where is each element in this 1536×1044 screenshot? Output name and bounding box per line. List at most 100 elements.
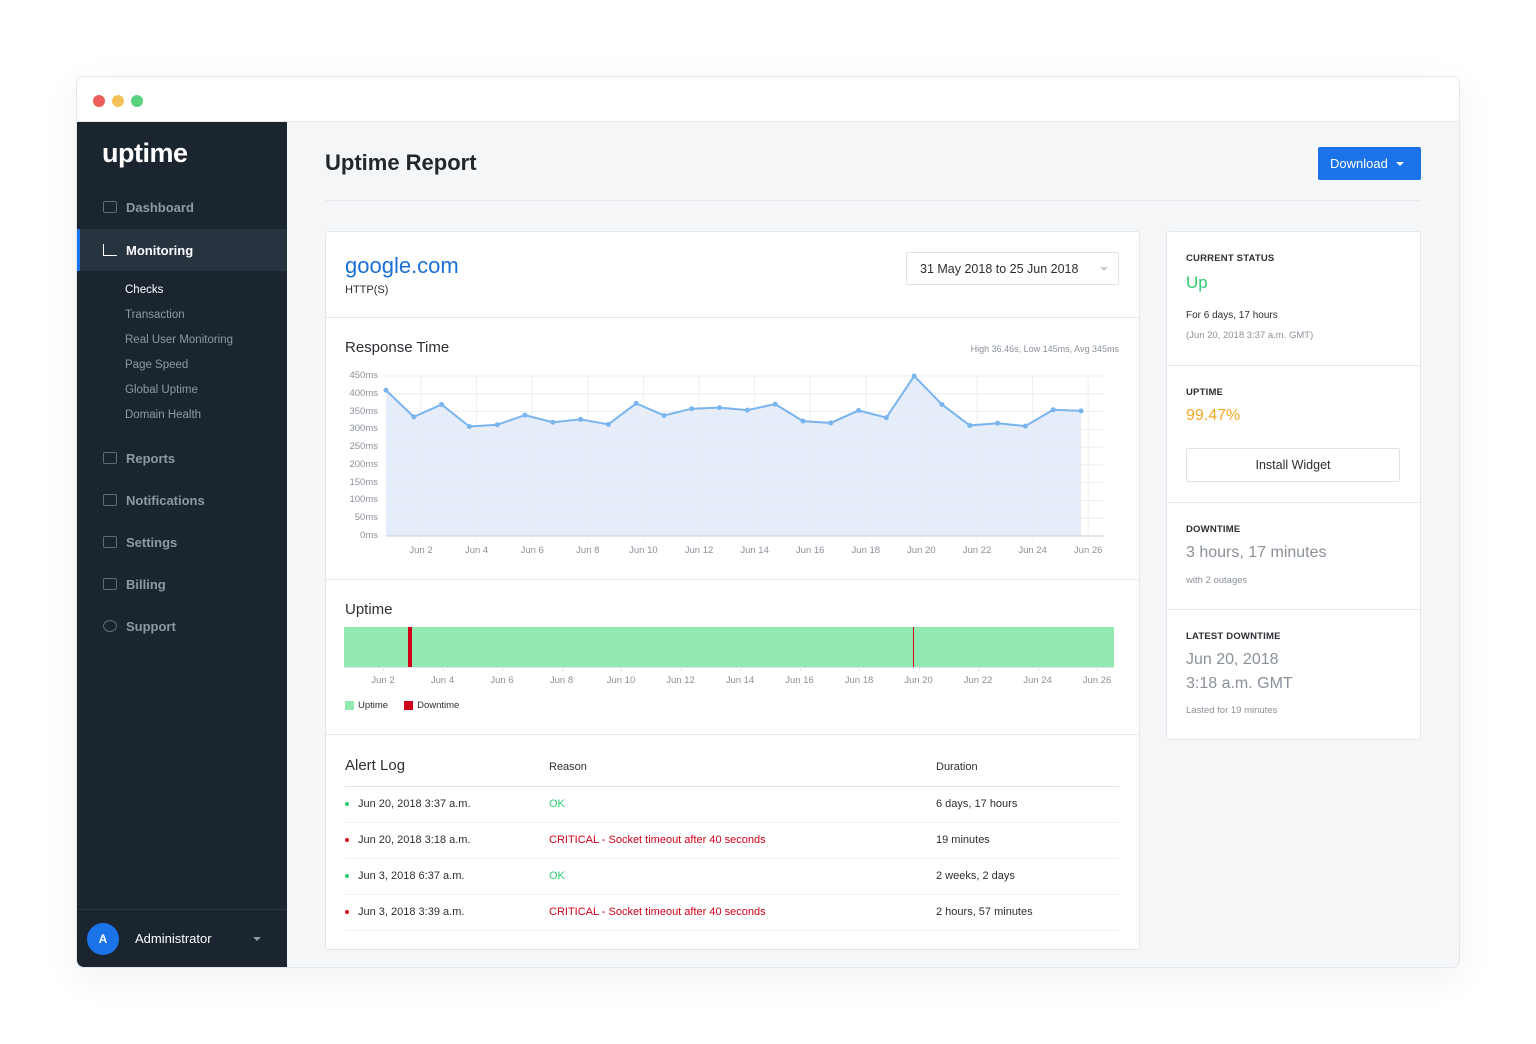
data-point[interactable] bbox=[661, 412, 667, 418]
current-status-label: CURRENT STATUS bbox=[1186, 253, 1275, 264]
table-row[interactable]: Jun 3, 2018 3:39 a.m. CRITICAL - Socket … bbox=[345, 895, 1119, 931]
data-point[interactable] bbox=[605, 421, 611, 427]
y-tick-label: 0ms bbox=[360, 530, 378, 541]
data-point[interactable] bbox=[1078, 408, 1084, 414]
data-point[interactable] bbox=[717, 405, 723, 411]
x-tick-label: Jun 8 bbox=[576, 545, 600, 556]
close-window-button[interactable] bbox=[93, 95, 105, 107]
data-point[interactable] bbox=[744, 407, 750, 413]
data-point[interactable] bbox=[967, 422, 973, 428]
subnav-page-speed[interactable]: Page Speed bbox=[125, 359, 189, 371]
sidebar-item-label: Billing bbox=[126, 576, 166, 592]
monitor-name[interactable]: google.com bbox=[345, 253, 459, 278]
x-tick-label: Jun 20 bbox=[904, 675, 933, 686]
data-point[interactable] bbox=[689, 406, 695, 412]
chevron-down-icon bbox=[1100, 267, 1108, 275]
data-point[interactable] bbox=[911, 373, 917, 379]
x-tick-label: Jun 6 bbox=[490, 675, 514, 686]
alert-date: Jun 3, 2018 3:39 a.m. bbox=[358, 906, 465, 918]
tick-mark bbox=[859, 667, 860, 671]
table-row[interactable]: Jun 3, 2018 6:37 a.m. OK 2 weeks, 2 days bbox=[345, 859, 1119, 895]
x-tick-label: Jun 18 bbox=[851, 545, 881, 556]
minimize-window-button[interactable] bbox=[112, 95, 124, 107]
data-point[interactable] bbox=[466, 423, 472, 429]
user-menu[interactable]: A Administrator bbox=[77, 909, 287, 967]
data-point[interactable] bbox=[633, 400, 639, 406]
tick-mark bbox=[978, 667, 979, 671]
title-bar bbox=[77, 77, 1459, 122]
latest-downtime-label: LATEST DOWNTIME bbox=[1186, 631, 1281, 642]
y-tick-label: 100ms bbox=[349, 494, 378, 506]
status-card bbox=[1166, 231, 1421, 740]
downtime-segment bbox=[408, 627, 412, 667]
table-row[interactable]: Jun 20, 2018 3:37 a.m. OK 6 days, 17 hou… bbox=[345, 787, 1119, 823]
uptime-bar bbox=[344, 627, 1114, 667]
sidebar-item-billing[interactable]: Billing bbox=[77, 563, 287, 605]
data-point[interactable] bbox=[1050, 407, 1056, 413]
caret-down-icon bbox=[1395, 161, 1404, 170]
axis-line bbox=[344, 667, 1114, 668]
sidebar-item-monitoring[interactable]: Monitoring bbox=[77, 229, 287, 271]
x-tick-label: Jun 16 bbox=[785, 675, 814, 686]
tick-mark bbox=[799, 667, 801, 671]
sidebar-item-dashboard[interactable]: Dashboard bbox=[77, 186, 287, 228]
sidebar-item-reports[interactable]: Reports bbox=[77, 437, 287, 479]
sidebar-item-label: Monitoring bbox=[126, 242, 194, 258]
data-point[interactable] bbox=[383, 387, 389, 393]
tick-mark bbox=[561, 667, 563, 671]
date-range-select[interactable]: 31 May 2018 to 25 Jun 2018 bbox=[906, 252, 1119, 285]
data-point[interactable] bbox=[522, 412, 528, 418]
sidebar-item-notifications[interactable]: Notifications bbox=[77, 479, 287, 521]
x-tick-label: Jun 20 bbox=[907, 545, 936, 556]
x-tick-label: Jun 24 bbox=[1018, 545, 1047, 556]
data-point[interactable] bbox=[578, 416, 584, 422]
x-tick-label: Jun 8 bbox=[549, 675, 574, 686]
download-button[interactable]: Download bbox=[1318, 147, 1421, 180]
alert-duration: 2 weeks, 2 days bbox=[936, 870, 1015, 882]
status-since: (Jun 20, 2018 3:37 a.m. GMT) bbox=[1186, 330, 1314, 341]
divider bbox=[326, 734, 1139, 735]
x-tick-label: Jun 14 bbox=[740, 545, 769, 556]
bar-chart-icon bbox=[103, 244, 117, 256]
response-line bbox=[385, 374, 1082, 428]
subnav-real-user-monitoring[interactable]: Real User Monitoring bbox=[125, 334, 234, 346]
tick-mark bbox=[680, 667, 682, 671]
data-point[interactable] bbox=[494, 422, 500, 428]
dashboard-icon bbox=[103, 201, 117, 213]
subnav-transaction[interactable]: Transaction bbox=[125, 309, 185, 321]
data-point[interactable] bbox=[995, 420, 1001, 426]
tick-mark bbox=[383, 667, 384, 671]
subnav-checks[interactable]: Checks bbox=[125, 284, 164, 296]
table-row[interactable]: Jun 20, 2018 3:18 a.m. CRITICAL - Socket… bbox=[345, 823, 1119, 859]
x-tick-label: Jun 26 bbox=[1082, 675, 1112, 686]
uptime-title: Uptime bbox=[345, 601, 393, 618]
maximize-window-button[interactable] bbox=[131, 95, 143, 107]
install-widget-button[interactable]: Install Widget bbox=[1186, 448, 1400, 482]
legend-swatch-uptime bbox=[345, 701, 354, 710]
data-point[interactable] bbox=[550, 419, 556, 425]
data-point[interactable] bbox=[883, 415, 889, 421]
subnav-global-uptime[interactable]: Global Uptime bbox=[125, 384, 198, 396]
data-point[interactable] bbox=[856, 407, 862, 413]
data-point[interactable] bbox=[1022, 423, 1028, 429]
chevron-down-icon bbox=[253, 937, 261, 945]
x-tick-label: Jun 16 bbox=[795, 545, 825, 556]
data-point[interactable] bbox=[411, 414, 417, 420]
alert-log-title: Alert Log bbox=[345, 757, 406, 774]
x-tick-label: Jun 14 bbox=[725, 675, 755, 686]
sidebar-item-support[interactable]: Support bbox=[77, 605, 287, 647]
data-point[interactable] bbox=[800, 418, 806, 424]
date-range-value: 31 May 2018 to 25 Jun 2018 bbox=[920, 262, 1079, 276]
y-tick-label: 200ms bbox=[349, 458, 378, 470]
subnav-domain-health[interactable]: Domain Health bbox=[125, 409, 202, 421]
data-point[interactable] bbox=[939, 401, 945, 407]
sidebar-item-settings[interactable]: Settings bbox=[77, 521, 287, 563]
data-point[interactable] bbox=[439, 401, 445, 407]
status-dot-icon bbox=[345, 874, 349, 878]
data-point[interactable] bbox=[772, 401, 778, 407]
data-point[interactable] bbox=[828, 420, 834, 426]
y-tick-label: 150ms bbox=[349, 476, 378, 488]
x-tick-label: Jun 2 bbox=[371, 675, 395, 686]
tick-mark bbox=[1037, 667, 1039, 671]
